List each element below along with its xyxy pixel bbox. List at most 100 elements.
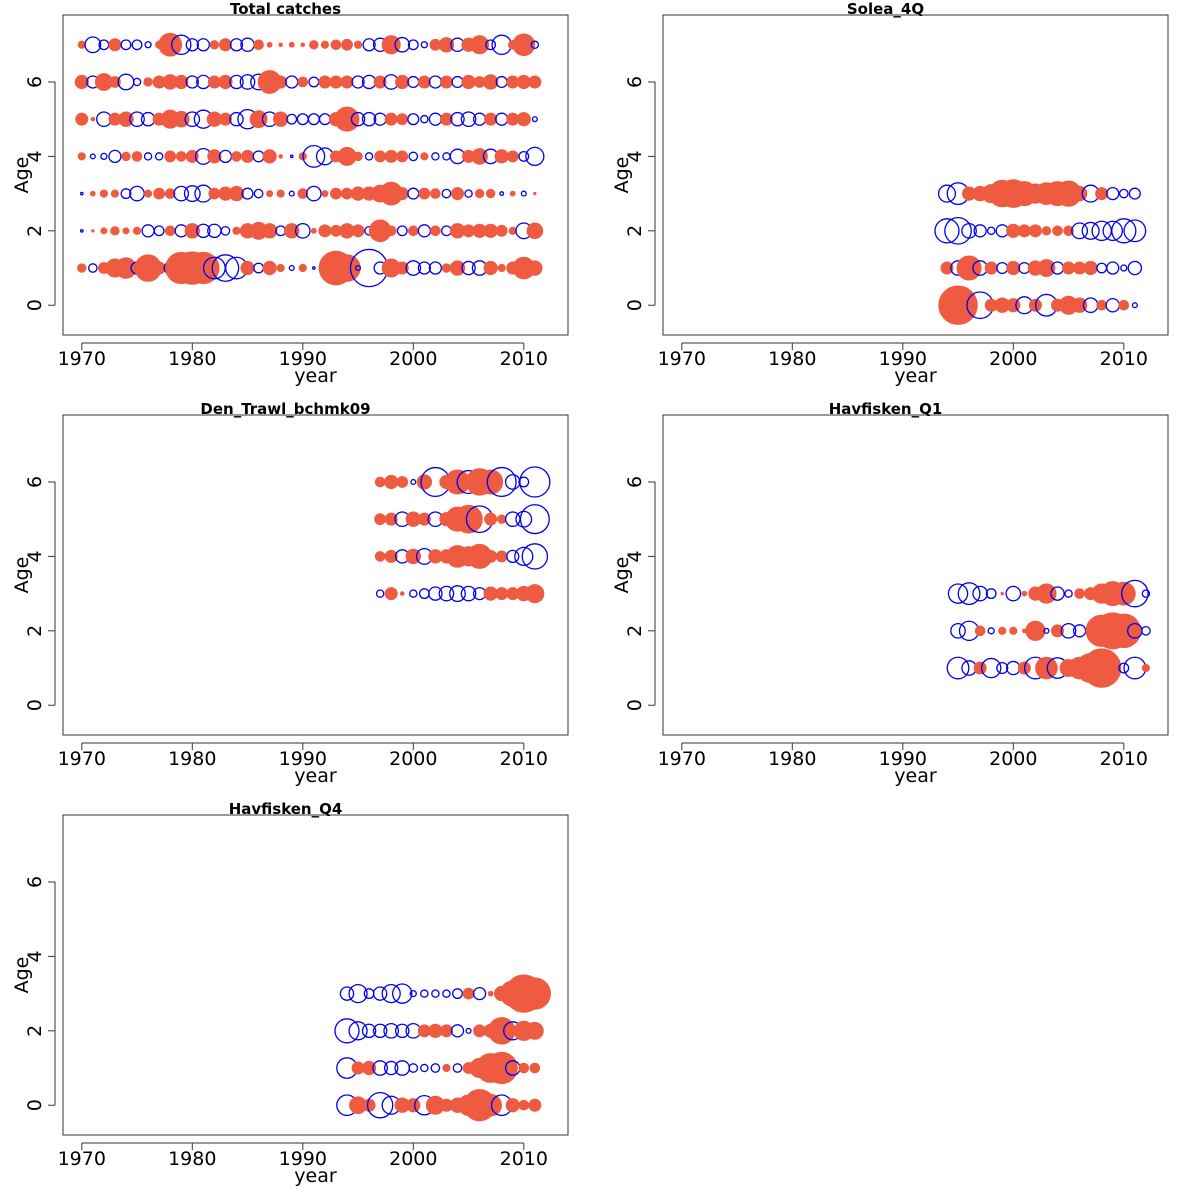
negative-residual-bubble bbox=[285, 75, 299, 89]
positive-residual-bubble bbox=[373, 75, 387, 89]
negative-residual-bubble bbox=[407, 75, 420, 89]
negative-residual-bubble bbox=[361, 1023, 377, 1039]
y-tick-label: 0 bbox=[24, 1099, 46, 1111]
positive-residual-bubble bbox=[496, 514, 507, 524]
positive-residual-bubble bbox=[297, 188, 309, 199]
positive-residual-bubble bbox=[310, 227, 317, 234]
positive-residual-bubble bbox=[487, 990, 494, 997]
positive-residual-bubble bbox=[174, 74, 189, 90]
plot-frame bbox=[662, 414, 1169, 736]
x-tick-label: 1990 bbox=[279, 348, 327, 370]
positive-residual-bubble bbox=[973, 661, 987, 675]
positive-residual-bubble bbox=[108, 38, 122, 52]
negative-residual-bubble bbox=[396, 225, 408, 237]
negative-residual-bubble bbox=[354, 264, 362, 272]
y-tick-label: 6 bbox=[24, 476, 46, 488]
panel-2: 1970 1980 1990 2000 2010 year 0 2 4 6 Age Solea_4Q bbox=[611, 0, 1169, 387]
negative-residual-bubble bbox=[987, 627, 995, 635]
negative-residual-bubble bbox=[351, 75, 365, 89]
negative-residual-bubble bbox=[460, 111, 477, 128]
positive-residual-bubble bbox=[525, 584, 545, 604]
negative-residual-bubble bbox=[499, 191, 505, 197]
positive-residual-bubble bbox=[1096, 299, 1107, 311]
positive-residual-bubble bbox=[439, 1024, 453, 1038]
negative-residual-bubble bbox=[1081, 221, 1100, 240]
x-axis-label: year bbox=[294, 365, 337, 387]
positive-residual-bubble bbox=[309, 40, 319, 50]
positive-residual-bubble bbox=[1028, 224, 1042, 238]
positive-residual-bubble bbox=[77, 263, 87, 273]
negative-residual-bubble bbox=[464, 189, 473, 198]
x-tick-label: 2010 bbox=[500, 1148, 548, 1170]
negative-residual-bubble bbox=[1127, 260, 1143, 276]
negative-residual-bubble bbox=[957, 582, 981, 606]
y-axis-label: Age bbox=[611, 157, 633, 194]
negative-residual-bubble bbox=[1091, 220, 1112, 242]
negative-residual-bubble bbox=[465, 1027, 472, 1034]
negative-residual-bubble bbox=[381, 983, 401, 1004]
positive-residual-bubble bbox=[396, 150, 409, 163]
positive-residual-bubble bbox=[266, 190, 274, 198]
negative-residual-bubble bbox=[531, 116, 538, 123]
positive-residual-bubble bbox=[518, 1062, 530, 1074]
y-tick-label: 4 bbox=[24, 950, 46, 962]
negative-residual-bubble bbox=[361, 111, 377, 127]
positive-residual-bubble bbox=[938, 285, 978, 325]
positive-residual-bubble bbox=[396, 476, 409, 488]
positive-residual-bubble bbox=[1017, 224, 1031, 238]
negative-residual-bubble bbox=[394, 1023, 410, 1039]
negative-residual-bubble bbox=[229, 38, 244, 52]
negative-residual-bubble bbox=[1105, 297, 1120, 313]
negative-residual-bubble bbox=[986, 226, 996, 236]
negative-residual-bubble bbox=[996, 261, 1009, 275]
positive-residual-bubble bbox=[266, 41, 273, 48]
positive-residual-bubble bbox=[484, 549, 498, 563]
positive-residual-bubble bbox=[231, 151, 242, 162]
positive-residual-bubble bbox=[384, 149, 398, 163]
negative-residual-bubble bbox=[1141, 625, 1151, 636]
negative-residual-bubble bbox=[339, 986, 355, 1001]
positive-residual-bubble bbox=[974, 625, 986, 637]
negative-residual-bubble bbox=[1071, 222, 1089, 240]
positive-residual-bubble bbox=[417, 512, 431, 526]
negative-residual-bubble bbox=[428, 586, 443, 601]
negative-residual-bubble bbox=[506, 549, 520, 564]
positive-residual-bubble bbox=[442, 1063, 451, 1073]
negative-residual-bubble bbox=[985, 588, 997, 600]
negative-residual-bubble bbox=[1118, 662, 1130, 674]
positive-residual-bubble bbox=[430, 225, 441, 237]
positive-residual-bubble bbox=[143, 77, 153, 87]
negative-residual-bubble bbox=[405, 260, 422, 276]
positive-residual-bubble bbox=[131, 151, 143, 162]
x-tick-label: 2000 bbox=[989, 348, 1037, 370]
negative-residual-bubble bbox=[173, 185, 190, 202]
negative-residual-bubble bbox=[239, 74, 256, 90]
positive-residual-bubble bbox=[406, 1098, 421, 1113]
negative-residual-bubble bbox=[144, 41, 152, 49]
positive-residual-bubble bbox=[110, 226, 120, 236]
negative-residual-bubble bbox=[450, 111, 465, 127]
positive-residual-bubble bbox=[341, 38, 353, 51]
negative-residual-bubble bbox=[286, 113, 298, 125]
positive-residual-bubble bbox=[132, 226, 142, 235]
positive-residual-bubble bbox=[438, 37, 455, 53]
positive-residual-bubble bbox=[152, 261, 166, 275]
negative-residual-bubble bbox=[408, 1063, 419, 1073]
plot-frame bbox=[62, 14, 569, 336]
positive-residual-bubble bbox=[384, 112, 398, 126]
positive-residual-bubble bbox=[100, 227, 108, 235]
negative-residual-bubble bbox=[364, 152, 374, 161]
y-tick-label: 4 bbox=[24, 550, 46, 562]
panel-title: Solea_4Q bbox=[847, 0, 924, 18]
x-axis-label: year bbox=[294, 765, 337, 787]
positive-residual-bubble bbox=[384, 587, 398, 601]
negative-residual-bubble bbox=[372, 1023, 388, 1039]
positive-residual-bubble bbox=[278, 154, 283, 159]
positive-residual-bubble bbox=[508, 226, 517, 235]
negative-residual-bubble bbox=[229, 74, 244, 90]
negative-residual-bubble bbox=[363, 988, 375, 1000]
negative-residual-bubble bbox=[417, 224, 431, 238]
positive-residual-bubble bbox=[518, 977, 551, 1010]
y-tick-label: 6 bbox=[624, 76, 646, 88]
